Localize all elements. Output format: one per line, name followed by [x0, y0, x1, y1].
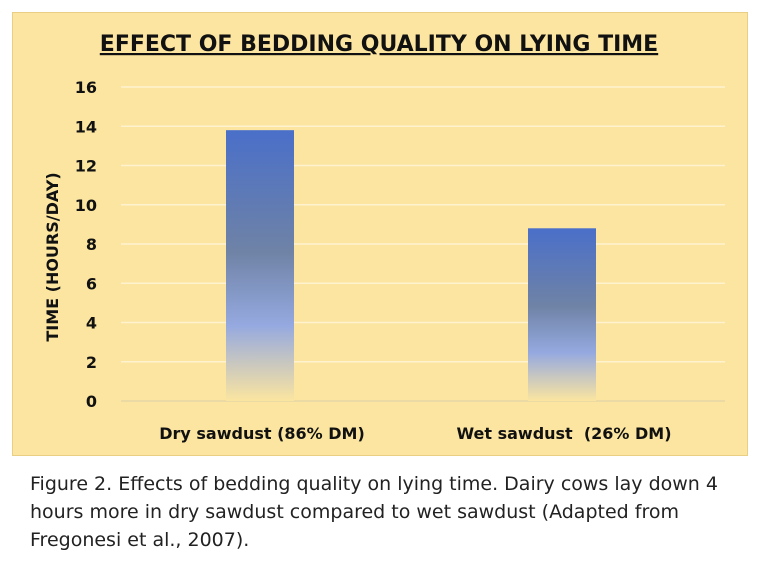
bars	[226, 130, 596, 402]
figure-caption: Figure 2. Effects of bedding quality on …	[30, 473, 718, 551]
bar-2	[528, 228, 596, 401]
y-tick-label: 10	[75, 196, 97, 215]
y-tick-label: 16	[75, 78, 97, 97]
chart-panel: EFFECT OF BEDDING QUALITY ON LYING TIME …	[12, 12, 748, 456]
x-tick-label: Wet sawdust (26% DM)	[456, 424, 671, 443]
y-tick-label: 4	[86, 314, 97, 333]
bar-1	[226, 130, 294, 402]
gridlines	[121, 86, 725, 402]
y-tick-label: 2	[86, 353, 97, 372]
x-tick-label: Dry sawdust (86% DM)	[159, 424, 365, 443]
y-tick-label: 6	[86, 274, 97, 293]
y-tick-label: 0	[86, 392, 97, 411]
chart-title: EFFECT OF BEDDING QUALITY ON LYING TIME	[100, 32, 658, 57]
y-tick-label: 8	[86, 235, 97, 254]
y-axis-ticks: 0 2 4 6 8 10 12 14 16	[75, 78, 97, 411]
bar-chart: EFFECT OF BEDDING QUALITY ON LYING TIME …	[43, 32, 725, 443]
y-tick-label: 14	[75, 117, 97, 136]
y-tick-label: 12	[75, 157, 97, 176]
x-axis-labels: Dry sawdust (86% DM) Wet sawdust (26% DM)	[159, 424, 671, 443]
y-axis-label: TIME (HOURS/DAY)	[43, 172, 62, 341]
